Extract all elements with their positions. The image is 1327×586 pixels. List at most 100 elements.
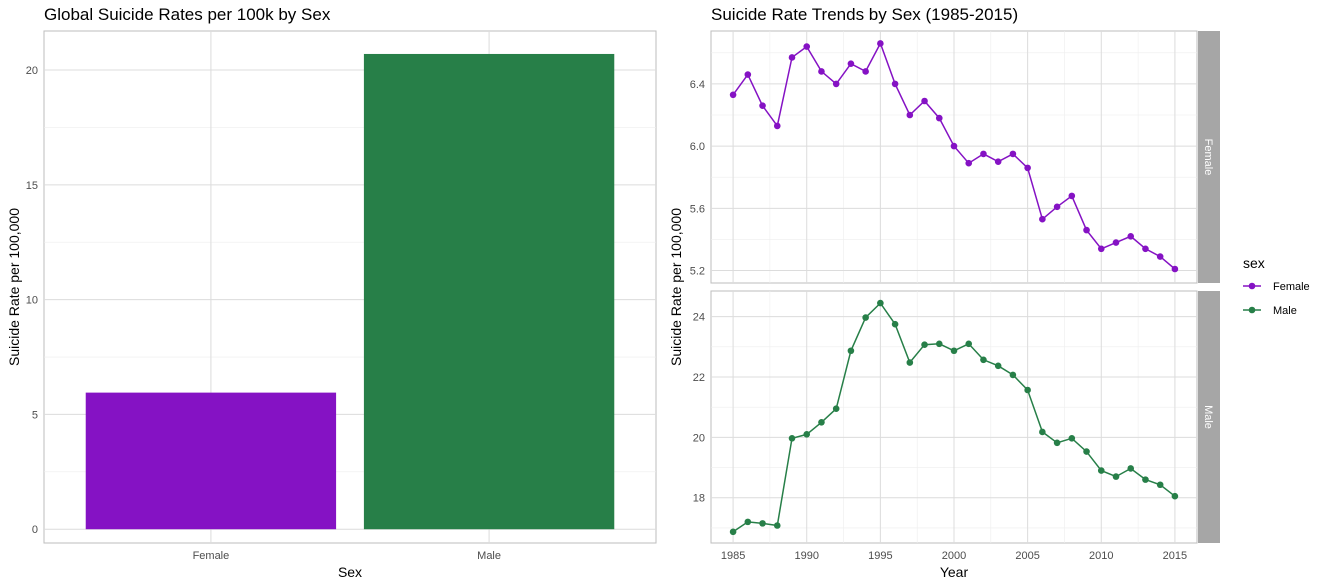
- female-data-point: [847, 60, 855, 67]
- male-data-point: [729, 528, 737, 536]
- male-y-tick-label: 22: [693, 372, 705, 384]
- male-data-point: [877, 299, 884, 307]
- line-x-tick-label: 2015: [1163, 550, 1187, 562]
- male-data-point: [773, 522, 781, 529]
- male-data-point: [759, 520, 766, 527]
- line-x-ticks: 1985 1990 1995 2000 2005 2010 2015: [721, 550, 1187, 562]
- male-data-point: [965, 340, 973, 348]
- line-x-tick-label: 1990: [794, 550, 818, 562]
- female-data-point: [877, 40, 884, 47]
- female-data-point: [1039, 215, 1046, 223]
- male-data-point: [921, 341, 928, 349]
- bar-x-tick-label: Female: [193, 550, 230, 562]
- female-y-tick-label: 6.4: [690, 79, 705, 91]
- bar-x-axis-title: Sex: [338, 564, 362, 580]
- male-data-point: [862, 314, 869, 321]
- line-y-axis-title: Suicide Rate per 100,000: [668, 208, 684, 366]
- female-data-point: [1171, 265, 1179, 273]
- female-data-point: [1112, 239, 1120, 246]
- female-data-point: [994, 158, 1002, 165]
- bar-y-axis-title: Suicide Rate per 100,000: [6, 208, 22, 366]
- male-data-point: [847, 347, 855, 355]
- female-facet-strip-label: Female: [1202, 139, 1214, 176]
- male-data-point: [744, 518, 752, 526]
- bar-y-tick-label: 20: [26, 65, 38, 77]
- legend-key-point-female: [1248, 282, 1256, 290]
- bar-marks: [85, 53, 615, 530]
- female-data-point: [1127, 233, 1135, 240]
- bar-chart-title: Global Suicide Rates per 100k by Sex: [44, 5, 331, 24]
- bar-y-tick-label: 15: [26, 180, 38, 192]
- female-data-point: [1009, 150, 1017, 158]
- male-data-point: [1127, 465, 1135, 472]
- male-data-point: [1039, 428, 1046, 436]
- bar-chart: Global Suicide Rates per 100k by Sex 0 5 1…: [6, 5, 657, 580]
- male-data-point: [935, 340, 943, 348]
- line-marks: [729, 40, 1179, 536]
- female-data-point: [1024, 164, 1031, 172]
- male-data-point: [1112, 473, 1120, 480]
- female-data-point: [906, 111, 914, 119]
- male-y-tick-label: 20: [693, 432, 705, 444]
- male-data-point: [1009, 371, 1017, 379]
- male-data-point: [1024, 386, 1031, 394]
- female-data-point: [788, 54, 796, 61]
- male-data-point: [1097, 467, 1105, 474]
- bar-y-tick-label: 0: [32, 524, 38, 536]
- line-x-axis-title: Year: [940, 564, 969, 580]
- line-x-tick-label: 1985: [721, 550, 745, 562]
- female-data-point: [1068, 192, 1076, 200]
- male-facet-strip-label: Male: [1202, 405, 1214, 429]
- male-data-point: [832, 405, 840, 413]
- male-y-tick-label: 18: [693, 493, 705, 505]
- bar-y-tick-label: 5: [32, 409, 38, 421]
- bar-male: [363, 53, 615, 530]
- bar-y-tick-label: 10: [26, 295, 38, 307]
- legend: sex Female Male: [1243, 255, 1310, 317]
- female-facet-strip: [1198, 31, 1220, 283]
- female-data-point: [935, 114, 943, 122]
- male-data-point: [1068, 434, 1076, 442]
- male-data-point: [803, 431, 811, 438]
- female-data-point: [965, 159, 973, 167]
- female-data-point: [1156, 253, 1164, 260]
- line-gridlines: [711, 31, 1197, 543]
- line-y-ticks: 5.2 5.6 6.0 6.4 18 20 22 24: [690, 79, 705, 505]
- female-data-point: [980, 150, 987, 158]
- female-data-point: [1097, 245, 1105, 253]
- bar-y-ticks: 0 5 10 15 20: [26, 65, 38, 536]
- line-x-tick-label: 2005: [1015, 550, 1039, 562]
- bar-x-ticks: Female Male: [193, 550, 501, 562]
- female-data-point: [921, 97, 928, 105]
- female-data-point: [891, 80, 899, 88]
- bar-x-tick-label: Male: [477, 550, 501, 562]
- female-data-point: [950, 142, 958, 150]
- female-data-point: [803, 43, 811, 50]
- line-x-tick-label: 2000: [942, 550, 966, 562]
- female-y-tick-label: 5.2: [690, 266, 705, 278]
- male-data-point: [1142, 476, 1149, 483]
- line-chart: Suicide Rate Trends by Sex (1985-2015) 5…: [668, 5, 1220, 580]
- male-data-point: [1083, 448, 1090, 455]
- legend-title: sex: [1243, 255, 1265, 271]
- male-data-point: [788, 434, 796, 442]
- legend-key-point-male: [1248, 306, 1256, 314]
- female-data-point: [862, 68, 869, 75]
- male-data-point: [1053, 439, 1061, 447]
- male-facet-strip: [1198, 291, 1220, 543]
- line-x-tick-label: 1995: [868, 550, 892, 562]
- female-data-point: [818, 68, 825, 75]
- male-data-point: [1156, 481, 1164, 489]
- female-data-point: [1083, 226, 1090, 234]
- line-x-tick-label: 2010: [1089, 550, 1113, 562]
- female-data-point: [729, 91, 737, 99]
- female-data-point: [1053, 203, 1061, 211]
- female-data-point: [759, 102, 766, 109]
- male-data-point: [994, 362, 1002, 370]
- bar-female: [85, 392, 337, 530]
- female-data-point: [773, 122, 781, 130]
- female-data-point: [832, 80, 840, 88]
- legend-label-male: Male: [1273, 305, 1297, 317]
- female-data-point: [1142, 245, 1149, 253]
